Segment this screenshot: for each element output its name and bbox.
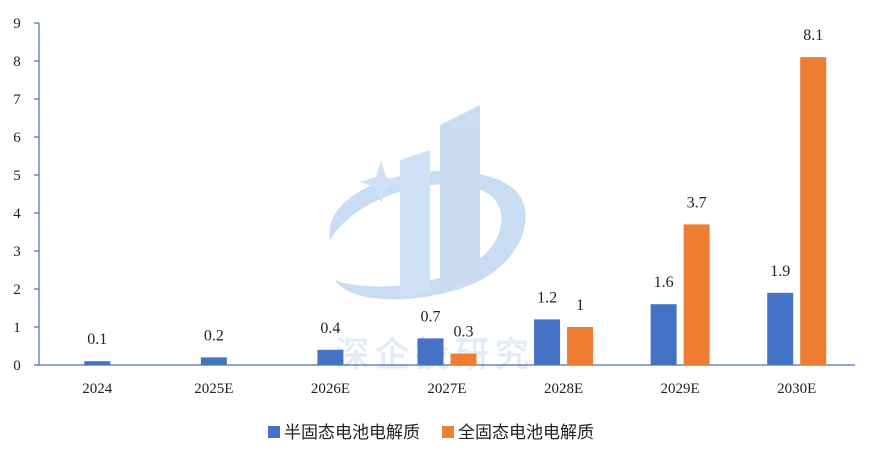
- x-tick-label: 2027E: [427, 381, 466, 397]
- bar-series-1: [417, 338, 444, 365]
- y-tick-label: 1: [13, 320, 21, 336]
- legend-label-series-1: 半固态电池电解质: [284, 423, 420, 443]
- watermark-logo: 深企投研究: [329, 105, 529, 375]
- y-tick-label: 5: [13, 168, 21, 184]
- bar-series-2: [800, 57, 827, 365]
- data-label-series-2: 3.7: [687, 194, 707, 211]
- bar-series-1: [767, 292, 794, 365]
- data-label-series-1: 0.4: [320, 320, 340, 337]
- bar-series-1: [84, 361, 111, 365]
- x-tick-label: 2026E: [311, 381, 350, 397]
- data-label-series-1: 1.2: [537, 289, 557, 306]
- data-label-series-1: 0.7: [421, 308, 441, 325]
- data-label-series-2: 8.1: [803, 27, 823, 44]
- bar-series-1: [650, 304, 677, 365]
- data-label-series-2: 0.3: [454, 324, 474, 341]
- bar-series-2: [450, 353, 477, 365]
- data-label-series-1: 1.9: [770, 263, 790, 280]
- bar-series-2: [683, 224, 710, 365]
- y-tick-label: 4: [13, 206, 21, 222]
- data-labels: 0.1 0.2 0.4 0.7 0.3 1.2 1 1.6 3.7 1.9 8.1: [87, 27, 823, 348]
- x-tick-label: 2028E: [544, 381, 583, 397]
- y-tick-label: 9: [13, 16, 21, 32]
- y-tick-label: 2: [13, 282, 21, 298]
- bar-series-1: [317, 349, 344, 365]
- x-tick-label: 2024: [82, 381, 113, 397]
- x-tick-label: 2030E: [777, 381, 816, 397]
- x-tick-label: 2025E: [194, 381, 233, 397]
- axes: 0 1 2 3 4 5 6 7 8 9 2024 2025E 2026E 2027E 2028E 2029E 2…: [13, 16, 855, 397]
- y-tick-label: 0: [13, 358, 21, 374]
- bar-series-2: [567, 327, 594, 365]
- data-label-series-1: 1.6: [654, 274, 674, 291]
- y-tick-label: 6: [13, 130, 21, 146]
- y-tick-label: 8: [13, 54, 21, 70]
- y-tick-label: 3: [13, 244, 21, 260]
- legend-label-series-2: 全固态电池电解质: [458, 423, 594, 443]
- legend: 半固态电池电解质 全固态电池电解质: [268, 423, 594, 443]
- legend-swatch-series-1: [268, 426, 280, 438]
- bar-series-1: [534, 319, 561, 365]
- data-label-series-2: 1: [576, 297, 584, 314]
- data-label-series-1: 0.2: [204, 327, 224, 344]
- bars: [84, 57, 827, 365]
- x-tick-label: 2029E: [661, 381, 700, 397]
- legend-swatch-series-2: [442, 426, 454, 438]
- bar-series-1: [200, 357, 227, 365]
- data-label-series-1: 0.1: [87, 331, 107, 348]
- y-tick-label: 7: [13, 92, 21, 108]
